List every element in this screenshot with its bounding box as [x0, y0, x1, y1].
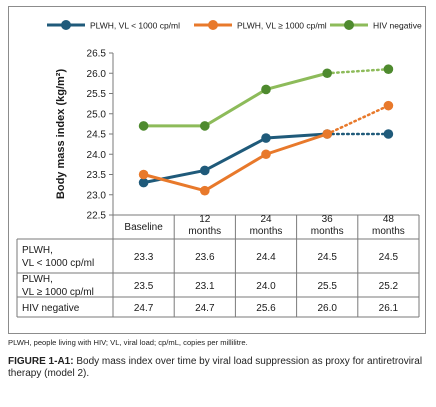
- y-tick-label: 25.0: [87, 109, 107, 120]
- table-cell-value: 24.5: [379, 252, 399, 263]
- table-row-label: VL ≥ 1000 cp/ml: [22, 287, 94, 298]
- data-point-2-1: [138, 169, 149, 180]
- table-cell-value: 24.4: [256, 252, 276, 263]
- y-tick-label: 25.5: [87, 89, 107, 100]
- data-point-2-2: [200, 185, 210, 196]
- x-tick-label: months: [311, 226, 344, 237]
- data-point-2-5: [383, 100, 394, 111]
- data-point-3-2: [200, 121, 210, 131]
- series-line-3: [143, 71, 328, 128]
- x-tick-label: Baseline: [124, 222, 163, 233]
- table-cell-value: 25.6: [256, 303, 276, 314]
- table-cell-value: 23.3: [134, 252, 154, 263]
- x-tick-label: months: [250, 226, 283, 237]
- y-tick-label: 24.0: [87, 150, 107, 161]
- x-tick-label: 12: [199, 214, 211, 225]
- legend-marker-1: [61, 20, 71, 30]
- x-tick-label: 24: [260, 214, 272, 225]
- table-cell-value: 24.7: [195, 303, 215, 314]
- table-cell-value: 25.5: [317, 281, 337, 292]
- table-row-label: VL < 1000 cp/ml: [22, 258, 94, 269]
- table-cell-value: 24.0: [256, 281, 276, 292]
- y-axis-label: Body mass index (kg/m²): [55, 69, 67, 200]
- y-tick-label: 23.0: [87, 190, 107, 201]
- table-row-label: PLWH,: [22, 274, 53, 285]
- y-tick-label: 26.5: [87, 49, 107, 60]
- legend-marker-3: [344, 20, 354, 30]
- line-chart: PLWH, VL < 1000 cp/ml PLWH, VL ≥ 1000 cp/…: [16, 20, 422, 318]
- data-point-1-5: [383, 129, 394, 139]
- x-tick-label: months: [188, 226, 221, 237]
- table-cell-value: 24.5: [317, 252, 337, 263]
- series-dotted-segment-2: [325, 104, 390, 136]
- figure-panel: PLWH, VL < 1000 cp/ml PLWH, VL ≥ 1000 cp/…: [8, 6, 426, 334]
- data-point-2-4: [322, 129, 333, 139]
- x-tick-label: months: [372, 226, 405, 237]
- legend-label-2: PLWH, VL ≥ 1000 cp/ml: [237, 21, 327, 31]
- table-row-label: HIV negative: [22, 303, 80, 314]
- x-tick-label: 36: [322, 214, 334, 225]
- data-point-2-3: [261, 149, 271, 160]
- y-tick-label: 24.5: [87, 130, 107, 141]
- table-cell-value: 23.5: [134, 281, 154, 292]
- table-cell-value: 25.2: [379, 281, 399, 292]
- series-dotted-segment-3: [325, 67, 390, 75]
- table-cell-value: 23.1: [195, 281, 215, 292]
- y-tick-label: 26.0: [87, 69, 107, 80]
- legend-marker-2: [208, 20, 218, 30]
- x-tick-label: 48: [383, 214, 395, 225]
- caption-label: FIGURE 1-A1:: [8, 356, 74, 367]
- table-cell-value: 26.0: [317, 303, 337, 314]
- data-point-1-1: [138, 177, 149, 188]
- data-point-3-4: [322, 68, 333, 79]
- legend-label-1: PLWH, VL < 1000 cp/ml: [90, 21, 180, 31]
- legend-label-3: HIV negative: [373, 21, 422, 31]
- footnote: PLWH, people living with HIV; VL, viral …: [8, 338, 248, 347]
- table-row-label: PLWH,: [22, 245, 53, 256]
- table-cell-value: 24.7: [134, 303, 154, 314]
- data-point-1-2: [200, 165, 210, 176]
- data-point-3-5: [383, 64, 394, 74]
- y-tick-label: 22.5: [87, 211, 107, 222]
- table-cell-value: 26.1: [379, 303, 399, 314]
- figure-caption: FIGURE 1-A1: Body mass index over time b…: [8, 356, 432, 380]
- data-point-1-3: [261, 133, 271, 143]
- data-point-3-1: [138, 121, 149, 131]
- table-cell-value: 23.6: [195, 252, 215, 263]
- y-tick-label: 23.5: [87, 170, 107, 181]
- series-line-1: [143, 132, 328, 185]
- series-line-2: [143, 132, 328, 193]
- data-point-3-3: [261, 84, 271, 95]
- caption-text: Body mass index over time by viral load …: [8, 356, 423, 379]
